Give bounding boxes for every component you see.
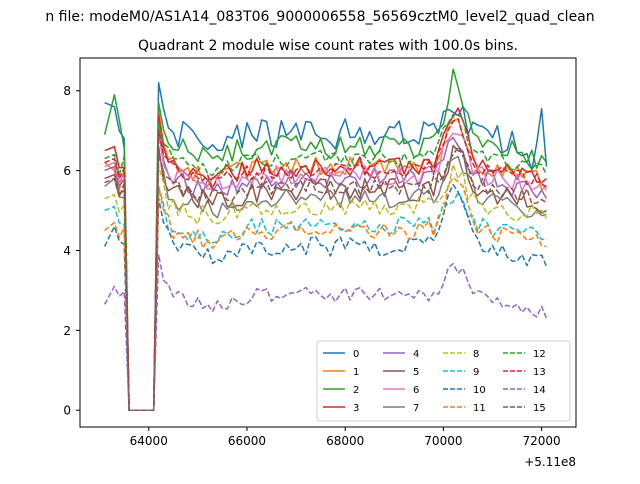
legend-label-5: 5 <box>413 367 419 378</box>
legend-label-9: 9 <box>473 367 479 378</box>
x-tick-label: 66000 <box>228 434 266 448</box>
legend-label-13: 13 <box>533 367 546 378</box>
legend-label-4: 4 <box>413 349 419 360</box>
series-line-4 <box>104 121 548 411</box>
x-tick-label: 68000 <box>326 434 364 448</box>
series-line-13 <box>104 118 547 411</box>
series-line-5 <box>104 144 547 411</box>
legend-label-11: 11 <box>473 403 486 414</box>
figure-suptitle: n file: modeM0/AS1A14_083T06_9000006558_… <box>45 9 594 25</box>
legend-label-0: 0 <box>353 349 359 360</box>
y-tick-label: 6 <box>63 164 71 178</box>
series-line-3 <box>104 107 547 411</box>
series-line-11 <box>104 177 547 411</box>
legend-label-2: 2 <box>353 385 359 396</box>
series-line-0 <box>104 82 548 411</box>
legend-label-6: 6 <box>413 385 419 396</box>
y-tick-label: 2 <box>63 324 71 338</box>
legend-label-10: 10 <box>473 385 486 396</box>
legend-box <box>316 340 571 422</box>
legend-label-15: 15 <box>533 403 546 414</box>
x-tick-label: 72000 <box>523 434 561 448</box>
y-axis: 0 2 4 6 8 <box>63 84 80 418</box>
legend-label-1: 1 <box>353 367 359 378</box>
legend-label-7: 7 <box>413 403 419 414</box>
series-line-15 <box>104 146 547 411</box>
legend-label-3: 3 <box>353 403 359 414</box>
x-tick-label: 64000 <box>130 434 168 448</box>
series-line-10 <box>103 183 548 411</box>
legend-label-12: 12 <box>533 349 546 360</box>
legend-label-14: 14 <box>533 385 546 396</box>
series-line-2 <box>103 68 548 411</box>
legend-label-8: 8 <box>473 349 479 360</box>
y-tick-label: 4 <box>63 244 71 258</box>
chart-title: Quadrant 2 module wise count rates with … <box>138 38 518 54</box>
series-line-8 <box>104 163 548 411</box>
x-axis: 64000 66000 68000 70000 72000 <box>130 427 561 448</box>
x-tick-label: 70000 <box>424 434 462 448</box>
plot-lines <box>103 68 548 411</box>
x-offset-label: +5.11e8 <box>524 455 576 469</box>
axes-frame <box>79 57 577 428</box>
series-line-14 <box>103 253 548 411</box>
y-tick-label: 0 <box>63 404 71 418</box>
y-tick-label: 8 <box>63 84 71 98</box>
